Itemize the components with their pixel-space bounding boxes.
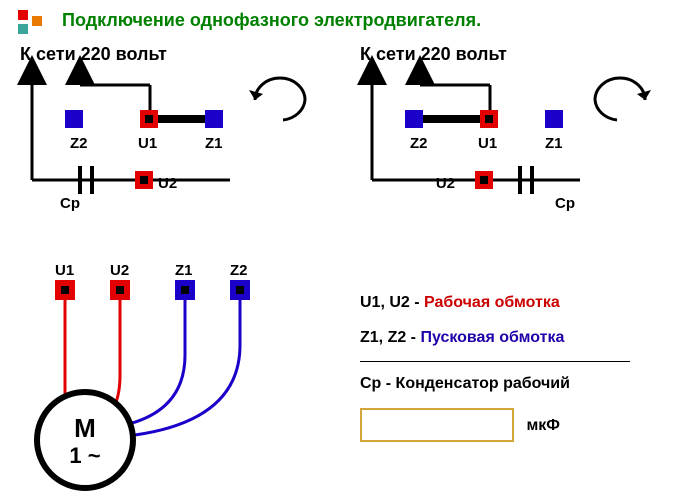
circuit-left: К сети 220 вольт Z2 U1 Z1 Cр U2 bbox=[20, 44, 305, 212]
svg-text:U2: U2 bbox=[436, 175, 455, 192]
rotation-cw-icon bbox=[249, 78, 305, 120]
svg-text:U1: U1 bbox=[478, 135, 497, 152]
mains-label-right: К сети 220 вольт bbox=[360, 44, 507, 64]
svg-text:Z2: Z2 bbox=[230, 262, 248, 279]
legend-capacitor: Cр - Конденсатор рабочий bbox=[360, 366, 630, 401]
svg-text:Z2: Z2 bbox=[70, 135, 88, 152]
circuit-right: К сети 220 вольт Z2 U1 Z1 U2 Cр bbox=[360, 44, 651, 212]
terminal-z2 bbox=[65, 110, 83, 128]
mains-label-left: К сети 220 вольт bbox=[20, 44, 167, 64]
svg-text:M: M bbox=[74, 413, 96, 443]
svg-text:U1: U1 bbox=[138, 135, 157, 152]
terminal-z1 bbox=[205, 110, 223, 128]
svg-text:U1: U1 bbox=[55, 262, 74, 279]
svg-text:Z1: Z1 bbox=[175, 262, 193, 279]
svg-text:Z1: Z1 bbox=[205, 135, 223, 152]
legend-divider bbox=[360, 361, 630, 362]
terminal-z1 bbox=[545, 110, 563, 128]
legend: U1, U2 - Рабочая обмотка Z1, Z2 - Пусков… bbox=[360, 285, 630, 443]
legend-working: U1, U2 - Рабочая обмотка bbox=[360, 285, 630, 320]
rotation-ccw-icon bbox=[595, 78, 651, 120]
page-title: Подключение однофазного электродвигателя… bbox=[62, 10, 481, 31]
legend-starting: Z1, Z2 - Пусковая обмотка bbox=[360, 320, 630, 355]
brand-logo bbox=[18, 10, 54, 40]
svg-text:Z1: Z1 bbox=[545, 135, 563, 152]
svg-text:Cр: Cр bbox=[60, 195, 80, 212]
svg-text:Cр: Cр bbox=[555, 195, 575, 212]
svg-text:U2: U2 bbox=[158, 175, 177, 192]
legend-capvalue: мкФ bbox=[360, 408, 630, 443]
svg-text:Z2: Z2 bbox=[410, 135, 428, 152]
motor-block: U1 U2 Z1 Z2 M 1 ~ bbox=[37, 262, 250, 488]
svg-text:1 ~: 1 ~ bbox=[69, 443, 100, 468]
cap-value-box bbox=[360, 408, 514, 442]
terminal-z2 bbox=[405, 110, 423, 128]
svg-text:U2: U2 bbox=[110, 262, 129, 279]
